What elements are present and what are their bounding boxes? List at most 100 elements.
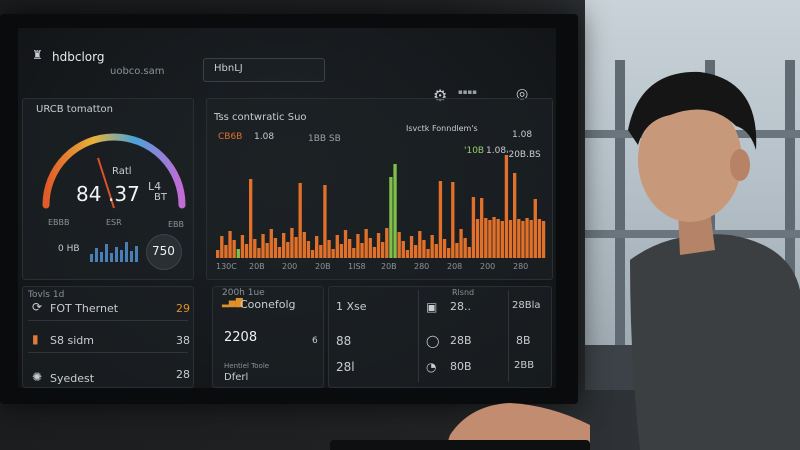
x-tick-label: 20B <box>381 262 397 271</box>
histogram-bar <box>492 217 496 258</box>
lower-left-title: Tovls 1d <box>28 290 65 300</box>
legend-3: 1BB SB <box>308 134 341 144</box>
column-divider <box>508 290 509 382</box>
row-divider <box>28 352 188 353</box>
histogram-bar <box>273 238 278 258</box>
search-input[interactable]: HbnLJ <box>203 58 325 82</box>
gear-icon[interactable]: ✺ <box>32 370 43 384</box>
keyboard[interactable] <box>330 440 590 450</box>
lower-mid-caption-2: Dferl <box>224 372 249 383</box>
x-tick-label: 200 <box>282 262 298 271</box>
histogram-bar <box>447 248 451 258</box>
histogram-bar <box>331 249 335 258</box>
chart-icon[interactable]: ▮ <box>32 332 39 346</box>
histogram-bar <box>496 219 500 258</box>
histogram-bar <box>224 245 228 258</box>
gauge-reading: 84 <box>76 182 102 206</box>
histogram-bar <box>430 235 434 258</box>
histogram-bar <box>310 250 315 258</box>
histogram-bar <box>438 181 443 258</box>
histogram-bar <box>414 245 418 258</box>
lower-mid-caption: Hentiel Toole <box>224 362 270 370</box>
x-tick-label: 280 <box>414 262 430 271</box>
histogram-bar <box>480 198 484 258</box>
value-badge[interactable]: 750 <box>146 234 182 270</box>
histogram-bar <box>360 243 364 258</box>
histogram-bar <box>323 185 327 258</box>
histogram-bar <box>327 240 331 258</box>
histogram-bar <box>381 242 385 258</box>
bar-icon: ▂▅▇ <box>222 298 243 308</box>
user-icon[interactable]: ♜ <box>32 48 43 62</box>
search-value: HbnLJ <box>214 63 243 74</box>
refresh-icon[interactable]: ⟳ <box>32 300 43 314</box>
histogram-bar <box>356 234 360 258</box>
histogram-bar <box>249 179 253 258</box>
gauge-tick-right: EBB <box>168 220 185 229</box>
x-tick-label: 208 <box>447 262 463 271</box>
histogram-bar <box>467 247 471 258</box>
lower-mid-value: 2208 <box>224 330 258 345</box>
lock-icon: ▣ <box>426 300 438 314</box>
histogram-bar <box>315 236 319 258</box>
histogram-bar <box>537 219 542 258</box>
badge-value: 750 <box>152 244 175 258</box>
speed-gauge: Ratl 84 .37 L4 BT <box>36 120 191 230</box>
mini-chart-label: 0 HB <box>58 244 80 254</box>
histogram-bar <box>372 247 377 258</box>
histogram-bar <box>422 240 426 258</box>
histogram-bar <box>257 248 261 258</box>
histogram-bar <box>319 245 323 258</box>
lower-mid-panel <box>212 286 324 388</box>
histogram-bar <box>343 230 348 258</box>
lower-right-panel <box>328 286 552 388</box>
histogram-bar <box>368 238 372 258</box>
histogram-bar <box>442 239 447 258</box>
histogram-bar <box>521 221 525 258</box>
row-value-1: 29 <box>176 302 190 315</box>
legend-1: CB6B <box>218 132 243 142</box>
histogram-bar <box>451 182 455 258</box>
mini-bar <box>125 242 128 262</box>
histogram-bar <box>488 220 492 258</box>
histogram-bar <box>339 244 344 258</box>
gauge-title: URCB tomatton <box>36 104 113 115</box>
cell-3-2: 8B <box>516 334 531 347</box>
histogram-bar <box>397 232 401 258</box>
histogram-bar <box>265 243 269 258</box>
mini-bar <box>120 250 123 262</box>
histogram-bar <box>385 228 389 258</box>
histogram-chart <box>216 155 546 258</box>
histogram-bar <box>376 233 381 258</box>
histogram-bar <box>306 241 311 258</box>
cell-1-1: 1 Xse <box>336 300 367 313</box>
histogram-right-title: Isvctk Fonndlem's <box>406 124 478 133</box>
gauge-sub-2: BT <box>154 192 167 203</box>
cell-3-3: 2BB <box>514 360 535 371</box>
mini-bar <box>130 251 133 262</box>
histogram-bar <box>253 239 257 258</box>
histogram-bar <box>261 234 265 258</box>
app-subtitle: uobco.sam <box>110 66 165 77</box>
cell-2-1: 28.. <box>450 300 471 313</box>
lower-mid-title: 200h 1ue <box>222 288 265 298</box>
histogram-bar <box>240 235 245 258</box>
mini-bar <box>115 247 118 262</box>
cell-1-2: 88 <box>336 334 352 348</box>
histogram-bar <box>389 177 393 258</box>
histogram-bar <box>401 241 405 258</box>
histogram-bar <box>364 229 368 258</box>
row-label-2: S8 sidm <box>50 334 94 347</box>
histogram-bar <box>525 218 529 258</box>
histogram-bar <box>405 250 410 258</box>
x-tick-label: 20B <box>315 262 331 271</box>
histogram-bar <box>277 247 282 258</box>
histogram-bar <box>236 249 240 258</box>
histogram-bar <box>455 243 459 258</box>
dashboard-screen: ♜ hdbclorg uobco.sam HbnLJ ⚙ ▪▪▪▪ ◎ URCB… <box>18 28 556 388</box>
histogram-bar <box>228 231 232 258</box>
mini-bar-chart <box>90 240 140 262</box>
header-status: ▪▪▪▪ <box>458 88 477 96</box>
cell-3-1: 28Bla <box>512 300 541 311</box>
histogram-bar <box>409 236 414 258</box>
